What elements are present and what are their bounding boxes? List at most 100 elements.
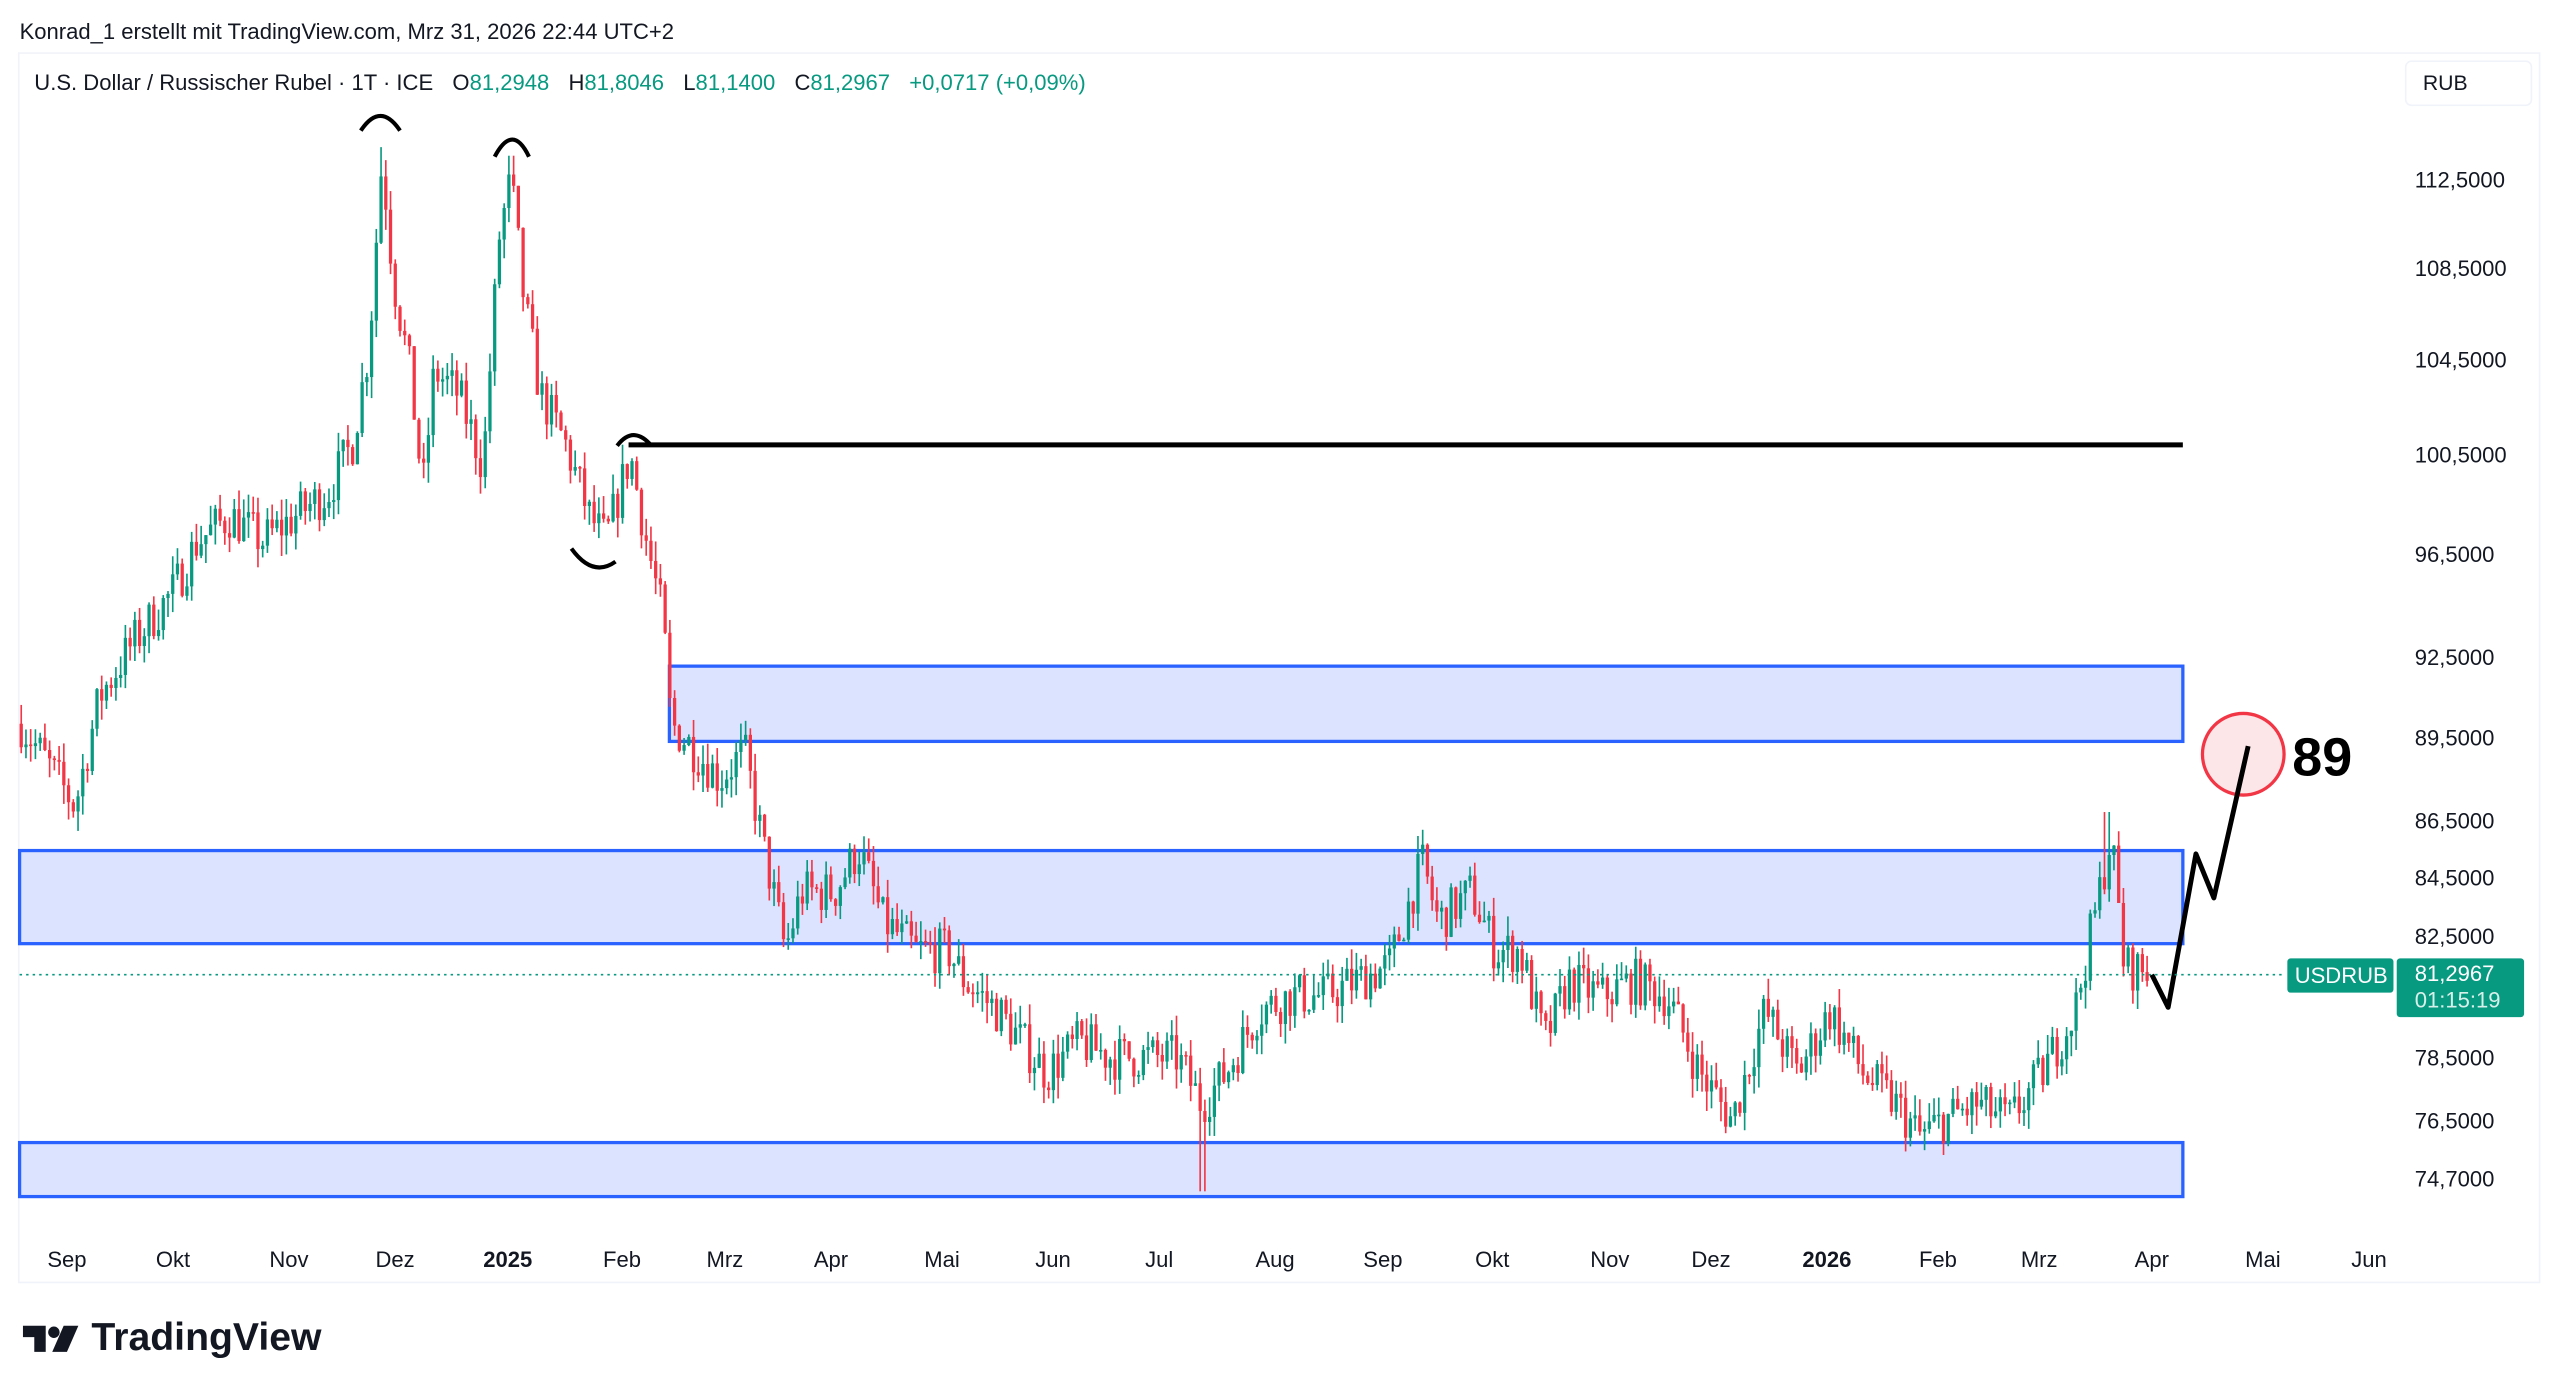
swing-arc[interactable]	[569, 547, 617, 570]
candle-body	[1487, 915, 1491, 921]
currency-button[interactable]: RUB	[2404, 60, 2533, 107]
candle-body	[895, 919, 899, 933]
candle-body	[1790, 1036, 1794, 1049]
candle-body	[1047, 1087, 1051, 1091]
price-axis-tick: 78,5000	[2415, 1045, 2495, 1070]
candle-body	[1160, 1055, 1164, 1062]
candle-body	[1657, 996, 1662, 1007]
candle-body	[1364, 966, 1368, 1000]
candle-body	[1477, 914, 1482, 923]
candle-body	[2107, 854, 2111, 890]
candle-body	[1241, 1027, 1245, 1074]
support-resistance-zone[interactable]	[17, 1140, 2185, 1199]
candle-body	[1425, 844, 1430, 877]
candle-body	[43, 737, 47, 751]
candle-body	[298, 491, 303, 516]
candle-body	[1231, 1065, 1235, 1073]
candle-body	[355, 433, 360, 465]
candle-body	[890, 919, 895, 935]
target-circle[interactable]	[2200, 711, 2286, 797]
candle-body	[407, 335, 412, 347]
candle-body	[1482, 920, 1486, 923]
candle-body	[900, 923, 904, 933]
candle-body	[1842, 1032, 1846, 1045]
candle-body	[1534, 991, 1538, 1009]
swing-arc[interactable]	[492, 137, 531, 158]
candle-body	[2069, 1030, 2073, 1037]
candle-body	[123, 637, 128, 675]
candle-body	[630, 461, 634, 479]
price-axis-tick: 96,5000	[2415, 542, 2495, 567]
candle-body	[1681, 1004, 1685, 1033]
candle-body	[805, 871, 809, 904]
candle-body	[2140, 954, 2144, 973]
candle-body	[1080, 1021, 1084, 1036]
candle-body	[1998, 1097, 2002, 1112]
candle-body	[1307, 1009, 1311, 1012]
candle-body	[620, 464, 625, 518]
support-resistance-zone[interactable]	[667, 664, 2185, 744]
candle-body	[1392, 934, 1396, 949]
price-axis-tick: 82,5000	[2415, 924, 2495, 949]
candle-body	[1103, 1049, 1108, 1068]
candle-body	[279, 519, 284, 536]
candle-body	[852, 848, 857, 875]
candle-body	[440, 379, 445, 382]
candle-body	[1028, 1024, 1032, 1074]
candle-body	[1207, 1116, 1212, 1122]
candle-body	[213, 508, 217, 525]
low-value: 81,1400	[695, 70, 776, 95]
candle-body	[76, 796, 80, 812]
candle-body	[748, 734, 752, 771]
low-label: L	[683, 70, 696, 95]
candle-body	[346, 439, 350, 448]
time-axis-label: Nov	[1590, 1247, 1629, 1272]
time-axis-label: Dez	[376, 1247, 415, 1272]
candle-body	[1032, 1067, 1037, 1074]
candle-body	[1619, 978, 1624, 981]
candle-body	[635, 461, 639, 490]
candle-body	[1350, 968, 1354, 991]
candle-body	[1496, 962, 1501, 969]
candle-body	[2131, 947, 2135, 991]
candle-body	[2060, 1059, 2064, 1067]
candle-body	[232, 509, 236, 538]
candle-body	[1454, 887, 1458, 919]
candle-body	[904, 921, 909, 924]
candle-body	[1335, 997, 1340, 1007]
candle-body	[796, 896, 800, 929]
candle-body	[928, 942, 932, 945]
candle-body	[1799, 1063, 1804, 1073]
candle-body	[1686, 1032, 1690, 1052]
projected-path[interactable]	[2149, 745, 2251, 1010]
candle-body	[781, 902, 786, 940]
candle-body	[1951, 1098, 1955, 1114]
candle-body	[1766, 998, 1770, 1017]
candle-body	[1136, 1075, 1141, 1077]
candle-body	[422, 458, 426, 463]
candle-body	[284, 516, 288, 536]
candle-body	[616, 493, 620, 518]
candle-body	[289, 516, 293, 534]
candle-body	[1610, 999, 1614, 1005]
support-resistance-zone[interactable]	[17, 848, 2185, 946]
candle-body	[1832, 1007, 1837, 1030]
symbol-legend: U.S. Dollar / Russischer Rubel · 1T · IC…	[34, 70, 1085, 94]
candle-body	[753, 770, 757, 821]
candle-body	[601, 513, 606, 519]
candle-body	[175, 563, 180, 575]
candle-body	[1316, 995, 1321, 997]
swing-arc[interactable]	[359, 113, 402, 132]
candle-body	[95, 689, 99, 729]
candle-body	[374, 242, 378, 321]
candle-body	[398, 306, 402, 331]
swing-arc[interactable]	[615, 433, 653, 448]
candle-body	[568, 439, 573, 471]
candle-body	[114, 677, 118, 688]
time-axis-label: Apr	[2135, 1247, 2169, 1272]
candle-body	[2117, 845, 2121, 903]
candle-body	[204, 535, 208, 545]
candle-body	[1274, 995, 1278, 1013]
candle-body	[1993, 1111, 1998, 1117]
